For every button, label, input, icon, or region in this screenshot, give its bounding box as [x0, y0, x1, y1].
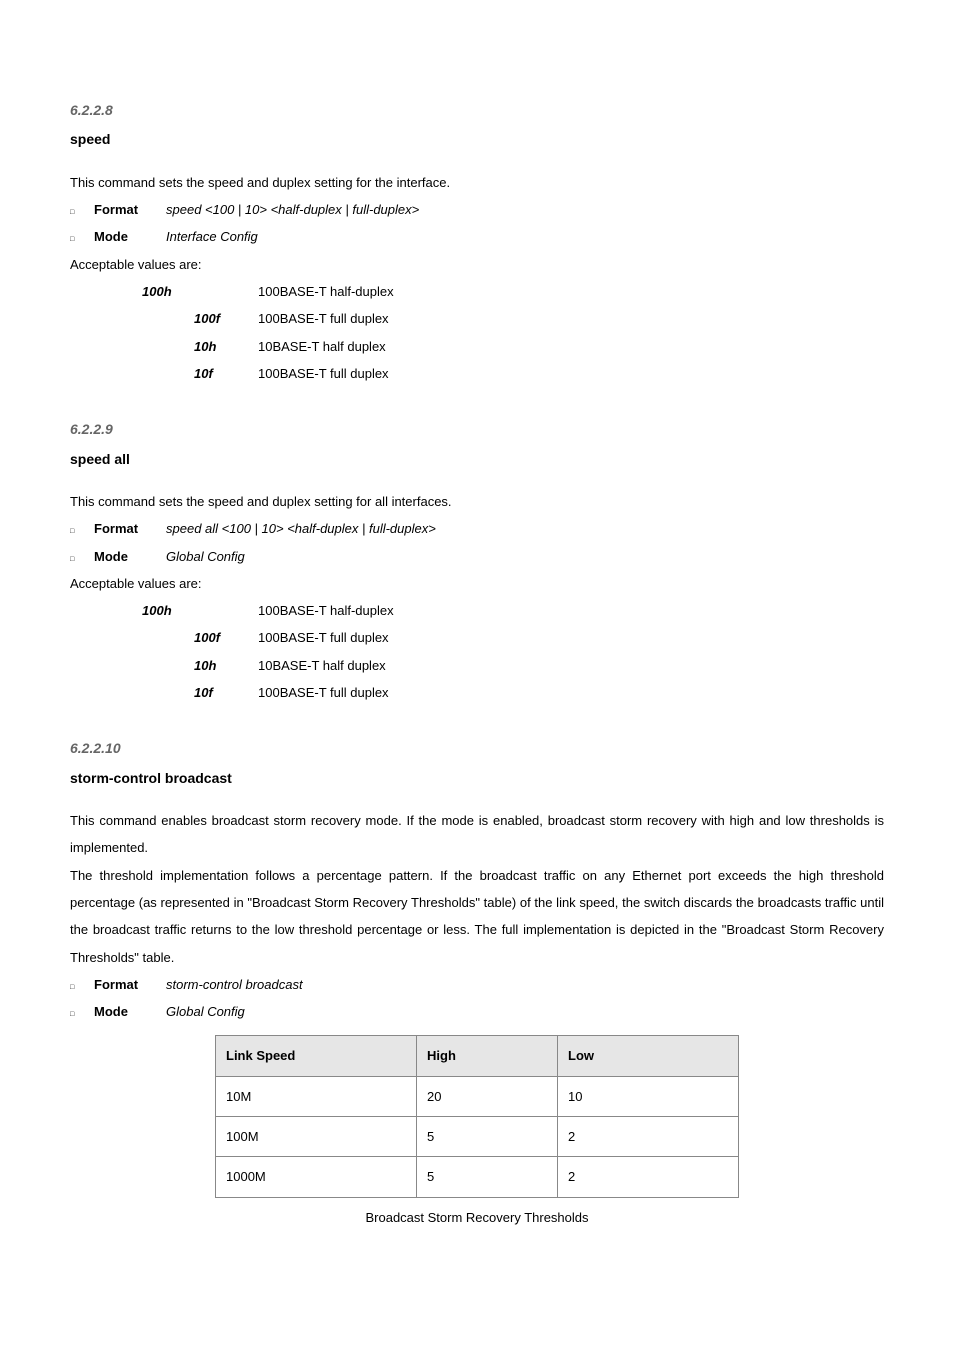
value-key: 100h: [142, 278, 258, 305]
format-label: Format: [94, 515, 166, 542]
value-row: 10h 10BASE-T half duplex: [194, 333, 884, 360]
value-row: 100f 100BASE-T full duplex: [194, 305, 884, 332]
table-cell: 5: [417, 1117, 558, 1157]
section-number: 6.2.2.10: [70, 734, 884, 763]
bullet-icon: □: [70, 552, 94, 569]
format-row: □ Format speed <100 | 10> <half-duplex |…: [70, 196, 884, 223]
value-desc: 10BASE-T half duplex: [258, 333, 386, 360]
format-value: speed <100 | 10> <half-duplex | full-dup…: [166, 196, 419, 223]
value-desc: 100BASE-T full duplex: [258, 679, 389, 706]
table-cell: 10: [558, 1076, 739, 1116]
value-key: 100f: [194, 305, 258, 332]
mode-value: Global Config: [166, 998, 245, 1025]
value-key: 10h: [194, 333, 258, 360]
value-key: 10f: [194, 360, 258, 387]
value-key: 100f: [194, 624, 258, 651]
mode-row: □ Mode Global Config: [70, 998, 884, 1025]
acceptable-label: Acceptable values are:: [70, 251, 884, 278]
value-key: 10f: [194, 679, 258, 706]
value-key: 100h: [142, 597, 258, 624]
mode-value: Interface Config: [166, 223, 258, 250]
section-title: speed: [70, 125, 884, 154]
value-row: 100f 100BASE-T full duplex: [194, 624, 884, 651]
format-value: storm-control broadcast: [166, 971, 303, 998]
bullet-icon: □: [70, 980, 94, 997]
value-row: 100h 100BASE-T half-duplex: [142, 597, 884, 624]
table-header: Low: [558, 1036, 739, 1076]
table-cell: 2: [558, 1157, 739, 1197]
bullet-icon: □: [70, 524, 94, 541]
table-cell: 1000M: [216, 1157, 417, 1197]
value-key: 10h: [194, 652, 258, 679]
mode-row: □ Mode Global Config: [70, 543, 884, 570]
mode-label: Mode: [94, 543, 166, 570]
value-desc: 100BASE-T half-duplex: [258, 597, 394, 624]
mode-label: Mode: [94, 223, 166, 250]
acceptable-label: Acceptable values are:: [70, 570, 884, 597]
section-title: storm-control broadcast: [70, 764, 884, 793]
value-row: 100h 100BASE-T half-duplex: [142, 278, 884, 305]
value-desc: 10BASE-T half duplex: [258, 652, 386, 679]
bullet-icon: □: [70, 1007, 94, 1024]
value-desc: 100BASE-T full duplex: [258, 624, 389, 651]
table-header: Link Speed: [216, 1036, 417, 1076]
mode-row: □ Mode Interface Config: [70, 223, 884, 250]
body-text: This command sets the speed and duplex s…: [70, 488, 884, 515]
section-number: 6.2.2.8: [70, 96, 884, 125]
table-cell: 20: [417, 1076, 558, 1116]
format-label: Format: [94, 196, 166, 223]
body-text: The threshold implementation follows a p…: [70, 862, 884, 971]
table-row: 1000M52: [216, 1157, 739, 1197]
value-row: 10h 10BASE-T half duplex: [194, 652, 884, 679]
body-text: This command sets the speed and duplex s…: [70, 169, 884, 196]
section-title: speed all: [70, 445, 884, 474]
value-row: 10f 100BASE-T full duplex: [194, 679, 884, 706]
table-cell: 5: [417, 1157, 558, 1197]
thresholds-table: Link SpeedHighLow10M2010100M521000M52: [215, 1035, 739, 1197]
mode-label: Mode: [94, 998, 166, 1025]
table-row: 100M52: [216, 1117, 739, 1157]
table-caption: Broadcast Storm Recovery Thresholds: [70, 1204, 884, 1231]
mode-value: Global Config: [166, 543, 245, 570]
value-desc: 100BASE-T half-duplex: [258, 278, 394, 305]
value-desc: 100BASE-T full duplex: [258, 360, 389, 387]
table-header: High: [417, 1036, 558, 1076]
bullet-icon: □: [70, 205, 94, 222]
value-row: 10f 100BASE-T full duplex: [194, 360, 884, 387]
bullet-icon: □: [70, 232, 94, 249]
format-row: □ Format storm-control broadcast: [70, 971, 884, 998]
format-row: □ Format speed all <100 | 10> <half-dupl…: [70, 515, 884, 542]
section-number: 6.2.2.9: [70, 415, 884, 444]
table-cell: 100M: [216, 1117, 417, 1157]
value-desc: 100BASE-T full duplex: [258, 305, 389, 332]
table-cell: 2: [558, 1117, 739, 1157]
format-value: speed all <100 | 10> <half-duplex | full…: [166, 515, 436, 542]
format-label: Format: [94, 971, 166, 998]
table-cell: 10M: [216, 1076, 417, 1116]
body-text: This command enables broadcast storm rec…: [70, 807, 884, 862]
table-row: 10M2010: [216, 1076, 739, 1116]
